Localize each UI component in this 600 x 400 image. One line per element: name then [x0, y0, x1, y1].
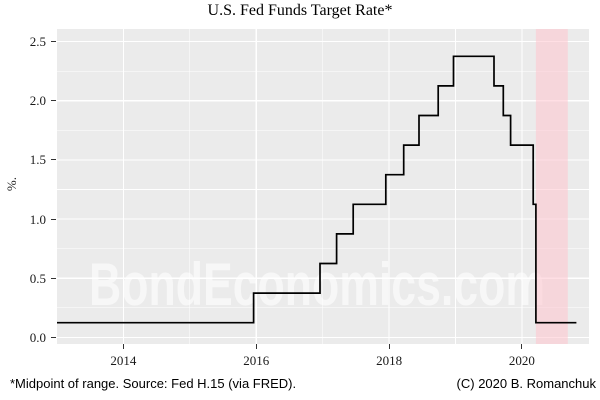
y-tick-label: 1.0	[29, 211, 46, 227]
x-tick-label: 2020	[508, 353, 535, 368]
y-tick-label: 2.0	[29, 93, 46, 109]
footnote-source: *Midpoint of range. Source: Fed H.15 (vi…	[10, 376, 297, 391]
y-tick-label: 2.5	[29, 34, 46, 50]
y-tick-label: 0.0	[29, 329, 46, 345]
chart-title: U.S. Fed Funds Target Rate*	[207, 2, 393, 19]
footnote-copyright: (C) 2020 B. Romanchuk	[456, 376, 596, 391]
plot-panel: BondEconomics.com	[57, 29, 589, 344]
y-tick-mark	[51, 41, 56, 43]
x-tick-mark	[388, 344, 390, 349]
y-tick-mark	[51, 159, 56, 161]
y-tick-mark	[51, 218, 56, 220]
y-tick-mark	[51, 277, 56, 279]
x-tick-mark	[122, 344, 124, 349]
y-tick-label: 1.5	[29, 152, 46, 168]
plot-canvas: BondEconomics.com	[57, 29, 589, 344]
x-tick-label: 2018	[376, 353, 403, 368]
x-tick-label: 2016	[243, 353, 270, 368]
y-tick-label: 0.5	[29, 270, 46, 286]
x-tick-mark	[521, 344, 523, 349]
rate-step-line	[57, 55, 577, 324]
x-tick-mark	[255, 344, 257, 349]
y-axis-title: %.	[4, 177, 19, 192]
watermark-text: BondEconomics.com	[89, 251, 545, 318]
x-tick-label: 2014	[110, 353, 137, 368]
y-tick-mark	[51, 336, 56, 338]
y-tick-mark	[51, 100, 56, 102]
recession-band	[535, 29, 568, 344]
